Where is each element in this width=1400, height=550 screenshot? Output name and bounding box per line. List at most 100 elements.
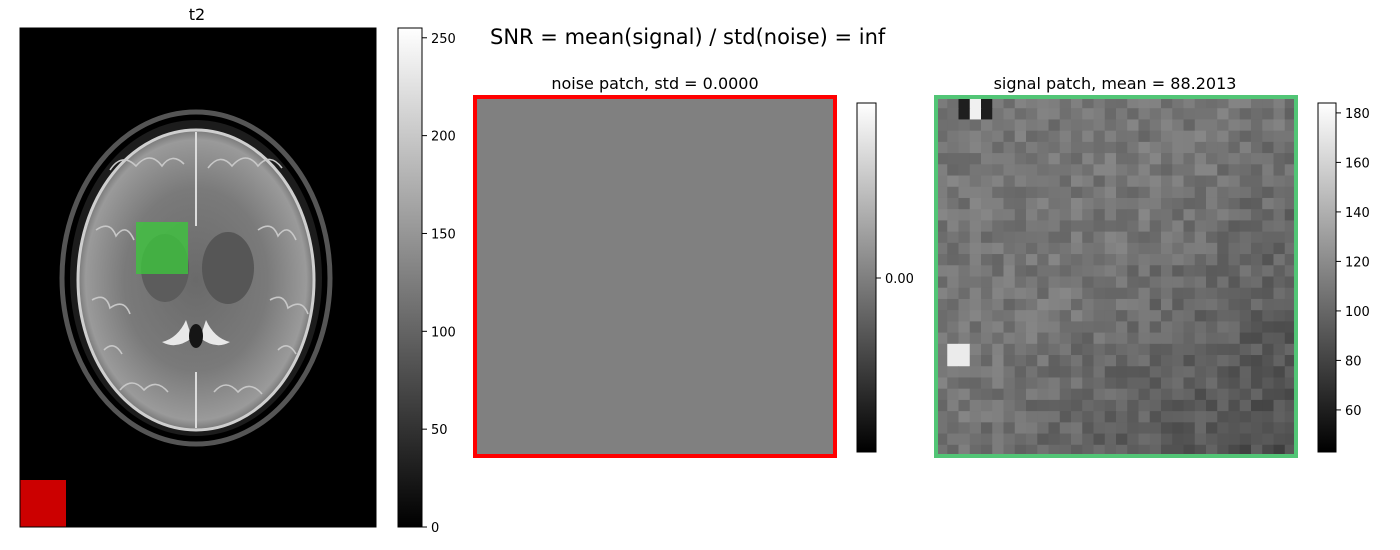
signal-pixel — [1228, 119, 1241, 132]
signal-pixel — [969, 265, 982, 277]
signal-pixel — [958, 141, 971, 154]
signal-pixel — [1071, 422, 1083, 435]
signal-pixel — [1194, 287, 1207, 300]
signal-pixel — [992, 231, 1004, 244]
signal-pixel — [1059, 265, 1072, 277]
signal-pixel — [1251, 411, 1263, 423]
signal-pixel — [1183, 355, 1196, 367]
signal-pixel — [1026, 422, 1038, 435]
signal-pixel — [1217, 220, 1229, 233]
signal-pixel — [1239, 97, 1252, 109]
signal-pixel — [1127, 332, 1139, 345]
signal-pixel — [992, 377, 1004, 390]
signal-pixel — [958, 220, 971, 233]
signal-pixel — [1093, 220, 1106, 233]
signal-pixel — [1149, 433, 1162, 446]
signal-pixel — [1262, 186, 1274, 199]
signal-pixel — [947, 265, 959, 277]
signal-pixel — [1104, 310, 1117, 322]
signal-pixel — [1014, 321, 1027, 334]
signal-pixel — [992, 298, 1004, 311]
signal-pixel — [992, 265, 1004, 277]
signal-pixel — [1071, 108, 1083, 120]
signal-pixel — [1172, 164, 1184, 177]
signal-pixel — [969, 108, 982, 120]
signal-pixel — [1194, 332, 1207, 345]
signal-pixel — [1082, 119, 1094, 132]
signal-pixel — [1149, 276, 1162, 289]
signal-pixel — [1183, 220, 1196, 233]
signal-pixel — [947, 197, 959, 210]
signal-pixel — [1082, 332, 1094, 345]
signal-pixel — [1273, 343, 1286, 356]
signal-pixel — [958, 298, 971, 311]
signal-pixel — [1127, 164, 1139, 177]
signal-pixel — [1206, 197, 1218, 210]
signal-pixel — [1071, 298, 1083, 311]
signal-pixel — [1284, 209, 1297, 221]
signal-pixel — [1239, 175, 1252, 188]
signal-pixel — [958, 366, 971, 378]
signal-pixel — [1228, 411, 1241, 423]
signal-pixel — [1206, 377, 1218, 390]
signal-pixel — [1093, 141, 1106, 154]
signal-pixel — [1127, 287, 1139, 300]
signal-pixel — [1183, 242, 1196, 255]
signal-pixel — [1284, 321, 1297, 334]
signal-pixel — [1161, 186, 1173, 199]
signal-pixel — [1048, 108, 1061, 120]
signal-pixel — [1228, 242, 1241, 255]
signal-pixel — [1239, 433, 1252, 446]
signal-pixel — [992, 97, 1004, 109]
signal-pixel — [1239, 399, 1252, 412]
signal-pixel — [1149, 444, 1162, 457]
signal-pixel — [1093, 276, 1106, 289]
signal-pixel — [1014, 388, 1027, 401]
signal-pixel — [1262, 388, 1274, 401]
signal-pixel — [1003, 355, 1016, 367]
signal-pixel — [936, 130, 948, 143]
signal-pixel — [1037, 108, 1049, 120]
signal-pixel — [1172, 108, 1184, 120]
signal-pixel — [992, 411, 1004, 423]
signal-pixel — [1149, 141, 1162, 154]
signal-pixel — [1003, 332, 1016, 345]
mri-frame — [19, 27, 377, 528]
signal-pixel — [992, 399, 1004, 412]
signal-pixel — [1228, 265, 1241, 277]
signal-pixel — [1161, 399, 1173, 412]
signal-pixel — [1228, 366, 1241, 378]
signal-pixel — [1037, 411, 1049, 423]
signal-pixel — [1071, 399, 1083, 412]
signal-pixel — [1059, 377, 1072, 390]
signal-pixel — [1093, 197, 1106, 210]
signal-pixel — [1071, 209, 1083, 221]
signal-pixel — [1284, 399, 1297, 412]
signal-pixel — [1217, 197, 1229, 210]
signal-pixel — [1228, 444, 1241, 457]
signal-pixel — [1228, 298, 1241, 311]
signal-pixel — [936, 287, 948, 300]
signal-pixel — [1048, 287, 1061, 300]
signal-pixel — [1014, 310, 1027, 322]
signal-pixel — [981, 164, 993, 177]
signal-pixel — [947, 377, 959, 390]
signal-pixel — [1138, 242, 1151, 255]
signal-pixel — [1206, 153, 1218, 165]
signal-pixel — [1251, 355, 1263, 367]
signal-pixel — [1026, 287, 1038, 300]
signal-pixel — [1172, 287, 1184, 300]
signal-pixel — [969, 298, 982, 311]
signal-pixel — [1071, 197, 1083, 210]
signal-pixel — [969, 287, 982, 300]
signal-pixel — [1251, 399, 1263, 412]
signal-pixel — [1093, 119, 1106, 132]
signal-pixel — [1149, 332, 1162, 345]
signal-pixel — [1206, 321, 1218, 334]
signal-pixel — [1014, 411, 1027, 423]
signal-pixel — [1284, 197, 1297, 210]
signal-pixel — [1149, 298, 1162, 311]
signal-pixel — [1037, 343, 1049, 356]
signal-colorbar-tick-label: 180 — [1345, 107, 1370, 122]
signal-pixel — [1194, 444, 1207, 457]
